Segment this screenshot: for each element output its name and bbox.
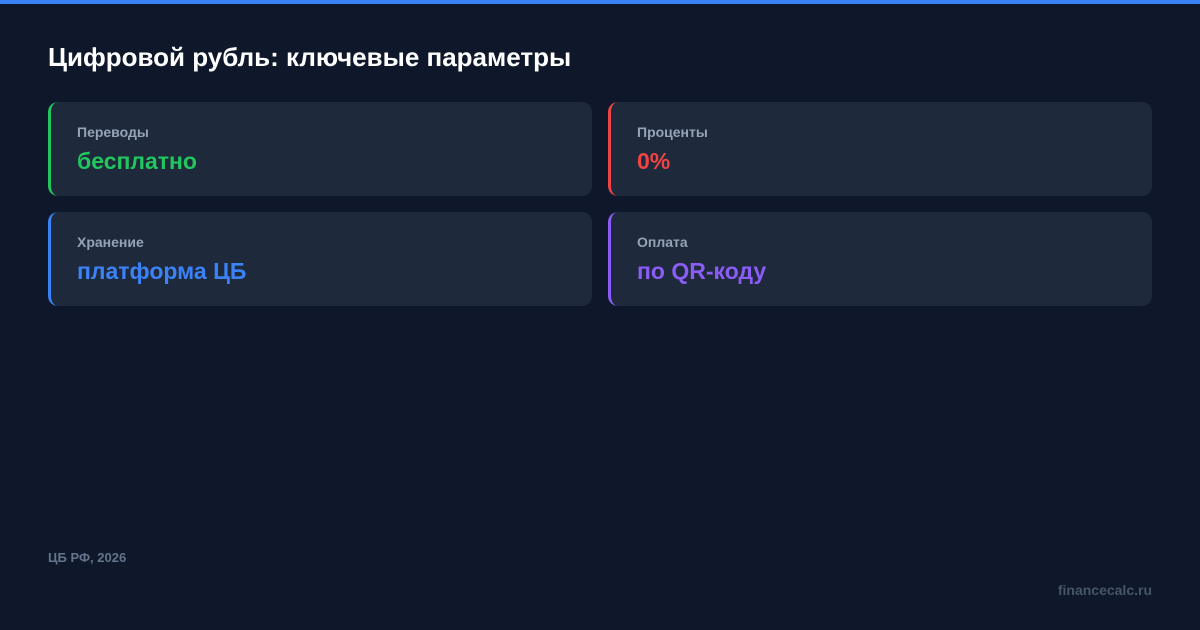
card-value: платформа ЦБ <box>77 258 247 284</box>
card-value: 0% <box>637 148 671 174</box>
card-interest: Проценты 0% <box>608 102 1152 196</box>
top-accent-bar <box>0 0 1200 4</box>
page-title: Цифровой рубль: ключевые параметры <box>48 42 572 72</box>
card-label: Хранение <box>77 234 144 250</box>
card-label: Переводы <box>77 124 149 140</box>
card-transfers: Переводы бесплатно <box>48 102 592 196</box>
card-payment: Оплата по QR-коду <box>608 212 1152 306</box>
card-value: бесплатно <box>77 148 197 174</box>
source-note: ЦБ РФ, 2026 <box>48 550 127 565</box>
card-label: Оплата <box>637 234 688 250</box>
card-storage: Хранение платформа ЦБ <box>48 212 592 306</box>
brand-watermark: financecalc.ru <box>1057 582 1152 598</box>
card-label: Проценты <box>637 124 708 140</box>
card-value: по QR-коду <box>637 258 767 284</box>
